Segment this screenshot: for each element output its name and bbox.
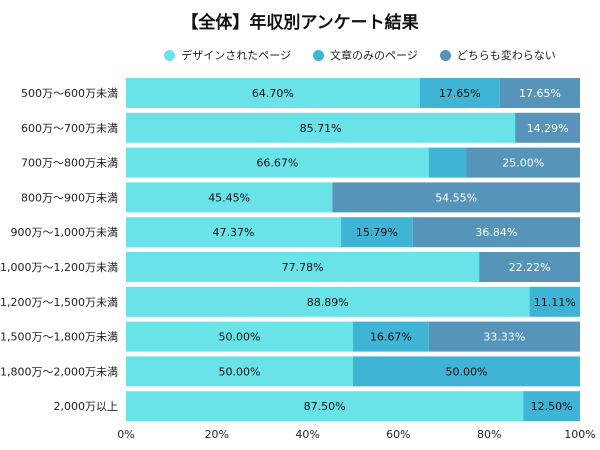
bar-segment xyxy=(428,321,580,352)
data-label: 12.50% xyxy=(531,400,573,413)
bar-segment xyxy=(126,217,342,248)
legend-swatch-icon xyxy=(164,49,176,61)
chart-title: 【全体】年収別アンケート結果 xyxy=(181,13,419,33)
data-label: 77.78% xyxy=(282,261,324,274)
data-label: 45.45% xyxy=(208,191,250,204)
bar-segment xyxy=(529,286,580,317)
data-label: 36.84% xyxy=(475,226,517,239)
bar-segment xyxy=(479,252,580,282)
bar-segment xyxy=(341,217,413,248)
legend-item: デザインされたページ xyxy=(164,47,291,63)
bar-segment xyxy=(126,78,420,108)
category-label: 900万〜1,000万未満 xyxy=(11,226,119,239)
bar-segment xyxy=(332,182,580,213)
x-tick-label: 0% xyxy=(117,428,134,441)
data-label: 17.65% xyxy=(519,87,561,100)
x-tick-label: 20% xyxy=(205,428,229,441)
legend-swatch-icon xyxy=(439,49,451,61)
bar-segment xyxy=(126,391,524,422)
data-label: 14.29% xyxy=(527,122,569,135)
bar-segment xyxy=(419,78,500,108)
data-label: 17.65% xyxy=(439,87,481,100)
bar-segment xyxy=(126,321,353,352)
x-tick-label: 40% xyxy=(295,428,319,441)
bar-segment xyxy=(126,147,429,178)
data-label: 50.00% xyxy=(446,365,488,378)
bar-segment xyxy=(466,147,580,178)
category-label: 800万〜900万未満 xyxy=(21,191,118,204)
legend-swatch-icon xyxy=(313,49,324,61)
data-label: 16.67% xyxy=(370,331,412,344)
category-label: 1,800万〜2,000万未満 xyxy=(0,365,118,378)
bar-segment xyxy=(428,147,467,178)
bar-segment xyxy=(126,112,516,143)
data-label: 25.00% xyxy=(502,157,544,170)
x-tick-label: 100% xyxy=(564,428,595,441)
data-label: 47.37% xyxy=(213,226,255,239)
data-label: 22.22% xyxy=(509,261,551,274)
x-tick-label: 60% xyxy=(386,428,410,441)
data-label: 64.70% xyxy=(252,87,294,100)
legend-label: どちらも変わらない xyxy=(456,49,556,62)
data-label: 66.67% xyxy=(256,157,298,170)
bar-segment xyxy=(515,112,580,143)
category-label: 2,000万以上 xyxy=(54,400,119,413)
data-label: 15.79% xyxy=(356,226,398,239)
legend-label: デザインされたページ xyxy=(181,49,291,62)
bar-segment xyxy=(499,78,580,108)
category-label: 700万〜800万未満 xyxy=(21,157,118,170)
data-label: 50.00% xyxy=(219,331,261,344)
bar-segment xyxy=(126,252,480,282)
data-label: 54.55% xyxy=(435,191,477,204)
data-label: 11.11% xyxy=(534,296,576,309)
data-label: 85.71% xyxy=(300,122,342,135)
category-label: 600万〜700万未満 xyxy=(21,122,118,135)
bar-segment xyxy=(412,217,580,248)
category-label: 500万〜600万未満 xyxy=(21,87,118,100)
bar-segment xyxy=(126,286,530,317)
category-label: 1,200万〜1,500万未満 xyxy=(0,296,118,309)
data-label: 87.50% xyxy=(304,400,346,413)
legend: デザインされたページ 文章のみのページ どちらも変わらない xyxy=(0,47,600,63)
legend-label: 文章のみのページ xyxy=(330,49,418,62)
bar-segment xyxy=(126,356,353,387)
data-label: 33.33% xyxy=(483,331,525,344)
legend-item: 文章のみのページ xyxy=(313,47,418,63)
bar-segment xyxy=(353,321,429,352)
data-label: 88.89% xyxy=(307,296,349,309)
bar-segment xyxy=(523,391,580,422)
legend-item: どちらも変わらない xyxy=(439,47,556,63)
data-label: 50.00% xyxy=(219,365,261,378)
bar-segment xyxy=(353,356,580,387)
bar-segment xyxy=(126,182,333,213)
x-tick-label: 80% xyxy=(477,428,501,441)
category-label: 1,000万〜1,200万未満 xyxy=(0,261,118,274)
category-label: 1,500万〜1,800万未満 xyxy=(0,331,118,344)
